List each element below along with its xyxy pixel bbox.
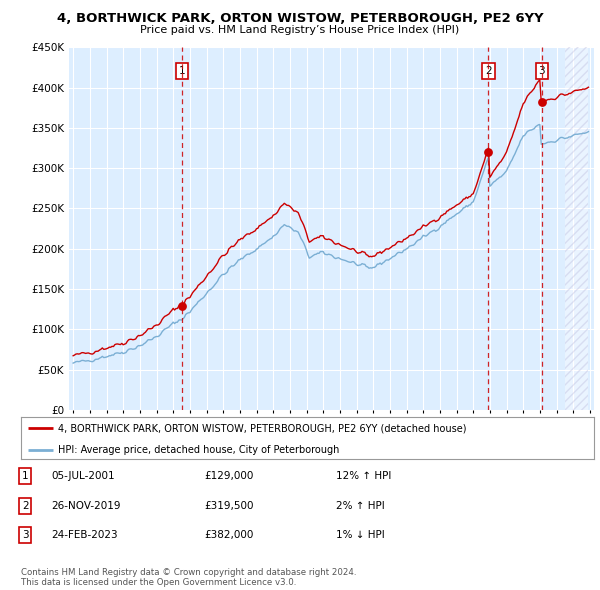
- Text: 4, BORTHWICK PARK, ORTON WISTOW, PETERBOROUGH, PE2 6YY: 4, BORTHWICK PARK, ORTON WISTOW, PETERBO…: [56, 12, 544, 25]
- Text: 12% ↑ HPI: 12% ↑ HPI: [336, 471, 391, 481]
- Text: 26-NOV-2019: 26-NOV-2019: [51, 501, 121, 510]
- Point: [178, 301, 187, 311]
- Text: £382,000: £382,000: [204, 530, 253, 540]
- Text: 1: 1: [179, 67, 185, 76]
- Text: 1% ↓ HPI: 1% ↓ HPI: [336, 530, 385, 540]
- Text: 4, BORTHWICK PARK, ORTON WISTOW, PETERBOROUGH, PE2 6YY (detached house): 4, BORTHWICK PARK, ORTON WISTOW, PETERBO…: [58, 424, 467, 434]
- Text: 3: 3: [539, 67, 545, 76]
- Text: 1: 1: [22, 471, 29, 481]
- Text: Contains HM Land Registry data © Crown copyright and database right 2024.
This d: Contains HM Land Registry data © Crown c…: [21, 568, 356, 587]
- Text: 24-FEB-2023: 24-FEB-2023: [51, 530, 118, 540]
- Text: 2: 2: [22, 501, 29, 510]
- Text: £319,500: £319,500: [204, 501, 254, 510]
- Text: Price paid vs. HM Land Registry’s House Price Index (HPI): Price paid vs. HM Land Registry’s House …: [140, 25, 460, 35]
- Text: 2% ↑ HPI: 2% ↑ HPI: [336, 501, 385, 510]
- Text: 2: 2: [485, 67, 492, 76]
- Text: HPI: Average price, detached house, City of Peterborough: HPI: Average price, detached house, City…: [58, 445, 340, 455]
- Point: [484, 148, 493, 157]
- Text: £129,000: £129,000: [204, 471, 253, 481]
- Text: 3: 3: [22, 530, 29, 540]
- Point: [537, 97, 547, 107]
- Text: 05-JUL-2001: 05-JUL-2001: [51, 471, 115, 481]
